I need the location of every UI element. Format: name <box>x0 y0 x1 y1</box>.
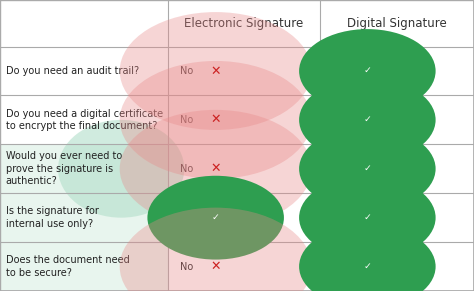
Text: ✓: ✓ <box>364 262 371 270</box>
Text: ✕: ✕ <box>210 260 221 273</box>
Text: Yes: Yes <box>332 164 347 174</box>
Circle shape <box>299 29 436 113</box>
Circle shape <box>147 176 284 260</box>
Text: Yes: Yes <box>332 115 347 125</box>
Text: Yes: Yes <box>332 213 347 223</box>
Bar <box>0 193 168 242</box>
Text: Do you need a digital certificate
to encrypt the final document?: Do you need a digital certificate to enc… <box>6 109 163 131</box>
Circle shape <box>299 225 436 291</box>
Text: ✓: ✓ <box>212 213 219 221</box>
Text: Do you need an audit trail?: Do you need an audit trail? <box>6 66 139 76</box>
Circle shape <box>120 110 311 228</box>
Text: No: No <box>180 66 193 76</box>
Text: Digital Signature: Digital Signature <box>347 17 447 30</box>
Text: No: No <box>180 115 193 125</box>
Text: No: No <box>180 262 193 272</box>
Circle shape <box>299 176 436 260</box>
Text: Would you ever need to
prove the signature is
authentic?: Would you ever need to prove the signatu… <box>6 151 122 186</box>
Circle shape <box>299 78 436 162</box>
Text: ✕: ✕ <box>210 113 221 126</box>
Text: Electronic Signature: Electronic Signature <box>184 17 304 30</box>
Text: Is the signature for
internal use only?: Is the signature for internal use only? <box>6 207 99 229</box>
Circle shape <box>120 12 311 130</box>
Text: ✓: ✓ <box>364 66 371 75</box>
Text: Yes: Yes <box>332 66 347 76</box>
Text: ✓: ✓ <box>364 213 371 221</box>
Circle shape <box>120 207 311 291</box>
Text: Does the document need
to be secure?: Does the document need to be secure? <box>6 255 129 278</box>
Text: ✓: ✓ <box>364 115 371 124</box>
Text: Yes: Yes <box>332 262 347 272</box>
Circle shape <box>120 61 311 179</box>
Bar <box>0 144 168 193</box>
Circle shape <box>299 127 436 211</box>
Ellipse shape <box>58 120 184 218</box>
Bar <box>0 242 168 291</box>
Text: ✕: ✕ <box>210 65 221 77</box>
Text: ✓: ✓ <box>364 164 371 173</box>
Text: Yes: Yes <box>180 213 196 223</box>
Text: ✕: ✕ <box>210 162 221 175</box>
Text: No: No <box>180 164 193 174</box>
